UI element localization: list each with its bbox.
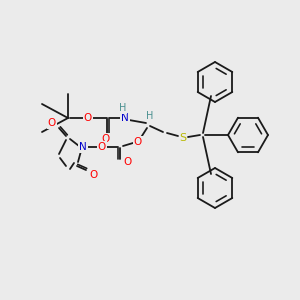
Text: O: O bbox=[98, 142, 106, 152]
Text: O: O bbox=[102, 134, 110, 144]
Text: H: H bbox=[146, 111, 154, 121]
Text: O: O bbox=[84, 113, 92, 123]
Text: O: O bbox=[123, 157, 131, 167]
Text: S: S bbox=[179, 133, 187, 143]
Text: H: H bbox=[119, 103, 127, 113]
Text: O: O bbox=[134, 137, 142, 147]
Text: O: O bbox=[48, 118, 56, 128]
Text: O: O bbox=[90, 170, 98, 180]
Text: N: N bbox=[79, 142, 87, 152]
Text: N: N bbox=[121, 113, 129, 123]
